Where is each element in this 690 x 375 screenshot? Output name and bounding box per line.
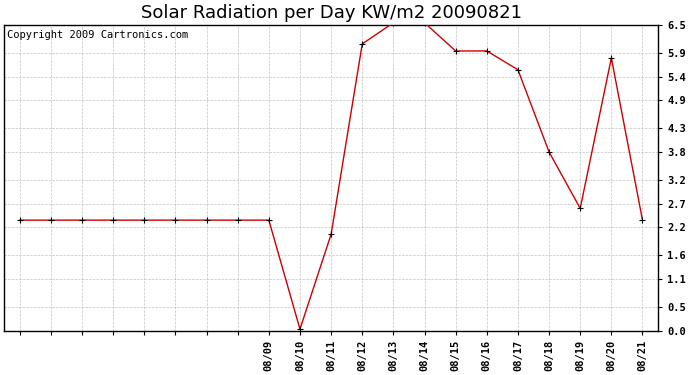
Text: Copyright 2009 Cartronics.com: Copyright 2009 Cartronics.com (8, 30, 188, 40)
Title: Solar Radiation per Day KW/m2 20090821: Solar Radiation per Day KW/m2 20090821 (141, 4, 522, 22)
